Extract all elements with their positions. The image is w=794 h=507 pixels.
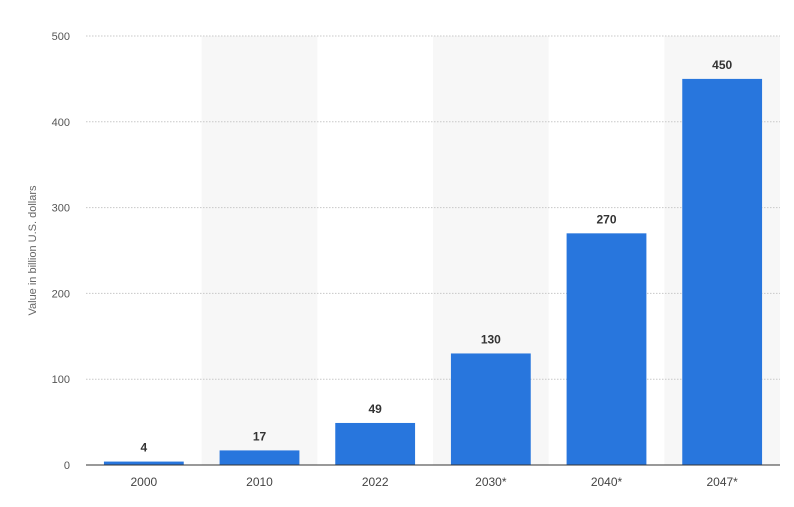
bar[interactable] xyxy=(682,78,763,466)
bar[interactable] xyxy=(450,353,531,465)
bar-value-label: 17 xyxy=(253,429,267,443)
bar-value-label: 49 xyxy=(368,402,382,416)
y-axis-tick-labels: 0 100 200 300 400 500 xyxy=(52,31,70,472)
bars xyxy=(103,78,763,466)
y-tick-label: 500 xyxy=(52,31,70,43)
x-tick-label: 2000 xyxy=(130,475,157,489)
bar[interactable] xyxy=(335,422,416,465)
bar-value-label: 270 xyxy=(596,212,616,226)
bar-value-label: 4 xyxy=(140,441,147,455)
y-tick-label: 400 xyxy=(52,117,70,129)
y-tick-label: 200 xyxy=(52,288,70,300)
y-tick-label: 0 xyxy=(64,460,70,472)
x-tick-label: 2030* xyxy=(475,475,507,489)
x-tick-label: 2040* xyxy=(591,475,623,489)
bar-value-label: 130 xyxy=(481,332,501,346)
bar-value-label: 450 xyxy=(712,58,732,72)
bar[interactable] xyxy=(103,461,184,465)
x-tick-label: 2022 xyxy=(362,475,389,489)
x-tick-label: 2047* xyxy=(706,475,738,489)
x-tick-label: 2010 xyxy=(246,475,273,489)
y-axis-title: Value in billion U.S. dollars xyxy=(27,185,39,316)
y-tick-label: 100 xyxy=(52,374,70,386)
y-tick-label: 300 xyxy=(52,203,70,215)
bar[interactable] xyxy=(566,233,647,465)
value-labels: 4 17 49 130 270 450 xyxy=(140,58,732,455)
x-axis-tick-labels: 2000 2010 2022 2030* 2040* 2047* xyxy=(130,475,738,489)
bar[interactable] xyxy=(219,450,300,465)
background-band xyxy=(201,36,318,465)
